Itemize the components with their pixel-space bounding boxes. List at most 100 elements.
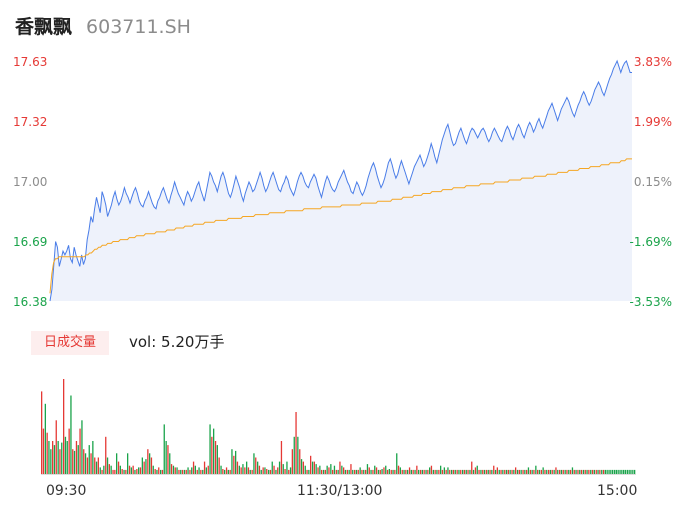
volume-bar (344, 469, 347, 474)
volume-bar (196, 469, 198, 474)
volume-bar (332, 469, 334, 474)
volume-bar (255, 457, 257, 474)
volume-bar (606, 469, 608, 474)
volume-bar (502, 469, 504, 474)
volume-bar (187, 467, 189, 474)
volume-bar (46, 432, 48, 474)
volume-bar (282, 464, 284, 474)
volume-bar (354, 469, 356, 474)
volume-bar (84, 453, 87, 474)
volume-bar (273, 465, 275, 474)
volume-bar (630, 469, 632, 474)
volume-bar (73, 450, 76, 474)
price-plot (49, 59, 632, 302)
volume-bar (385, 465, 387, 474)
volume-bar (209, 424, 211, 474)
volume-bar (116, 453, 118, 474)
volume-bar (546, 469, 548, 474)
volume-bar (70, 395, 72, 474)
volume-bar (180, 469, 182, 474)
volume-bar (434, 469, 436, 474)
volume-bar (165, 441, 167, 474)
volume-bar (449, 469, 451, 474)
y-tick-right: -3.53% (630, 295, 672, 309)
volume-bar (555, 467, 557, 474)
volume-bar (275, 469, 277, 474)
volume-bar (509, 469, 511, 474)
volume-bar (324, 469, 326, 474)
volume-bar (365, 469, 367, 474)
volume-bar (553, 469, 555, 474)
volume-bar (407, 469, 409, 474)
volume-bar (551, 469, 553, 474)
volume-bar (288, 469, 290, 474)
volume-bar (500, 469, 502, 474)
y-tick-left: 16.38 (13, 295, 47, 309)
volume-bar (264, 467, 266, 474)
volume-bar (498, 469, 500, 474)
volume-bar (542, 467, 544, 474)
volume-bar (493, 465, 495, 474)
y-tick-left: 16.69 (13, 235, 47, 249)
volume-bar (480, 469, 482, 474)
volume-bar (139, 467, 142, 474)
volume-bar (427, 469, 429, 474)
volume-bar (535, 465, 537, 474)
volume-bar (366, 464, 369, 474)
volume-bar (277, 467, 279, 474)
volume-bar (524, 469, 526, 474)
volume-bar (233, 455, 235, 474)
volume-bar (624, 469, 627, 474)
volume-bar (61, 442, 63, 474)
volume-bar (174, 467, 176, 474)
volume-bar (374, 465, 376, 474)
volume-bar (390, 469, 392, 474)
volume-bar (533, 469, 535, 474)
price-line (49, 59, 632, 302)
volume-bar (460, 469, 462, 474)
volume-bar (412, 469, 414, 474)
volume-bar (346, 469, 348, 474)
volume-bar (268, 469, 270, 474)
volume-bar (266, 469, 268, 474)
volume-bar (476, 465, 478, 474)
volume-bar (436, 469, 438, 474)
volume-bar (355, 469, 358, 474)
volume-bar (319, 465, 321, 474)
volume-bar (505, 469, 508, 474)
volume-bar (218, 457, 220, 474)
volume-bar (612, 469, 614, 474)
volume-bar (527, 467, 530, 474)
volume-bar (599, 469, 601, 474)
volume-bar (200, 469, 202, 474)
volume-bar (401, 469, 403, 474)
volume-bar (246, 461, 248, 474)
volume-bar (235, 450, 237, 474)
volume-bar (335, 469, 337, 474)
volume-bar (271, 461, 273, 474)
volume-bar (121, 469, 123, 474)
volume-bar (326, 465, 328, 474)
volume-bar (626, 469, 628, 474)
volume-bar (410, 469, 412, 474)
volume-bar (511, 469, 513, 474)
volume-bar (114, 469, 116, 474)
volume-bar (339, 461, 341, 474)
volume-bar (608, 469, 610, 474)
volume-bar (432, 469, 434, 474)
volume-bar (106, 457, 109, 474)
stock-code: 603711.SH (86, 16, 191, 38)
volume-bar (403, 469, 405, 474)
volume-bar (257, 461, 259, 474)
volume-bar (117, 461, 120, 474)
volume-bar (176, 467, 178, 474)
volume-bar (628, 469, 630, 474)
volume-bar (300, 459, 303, 474)
volume-bar (289, 467, 292, 474)
volume-bar (619, 469, 621, 474)
volume-bar (253, 453, 255, 474)
volume-bar (202, 469, 204, 474)
volume-bar (504, 469, 506, 474)
volume-bar (557, 469, 559, 474)
volume-bar (94, 457, 96, 474)
